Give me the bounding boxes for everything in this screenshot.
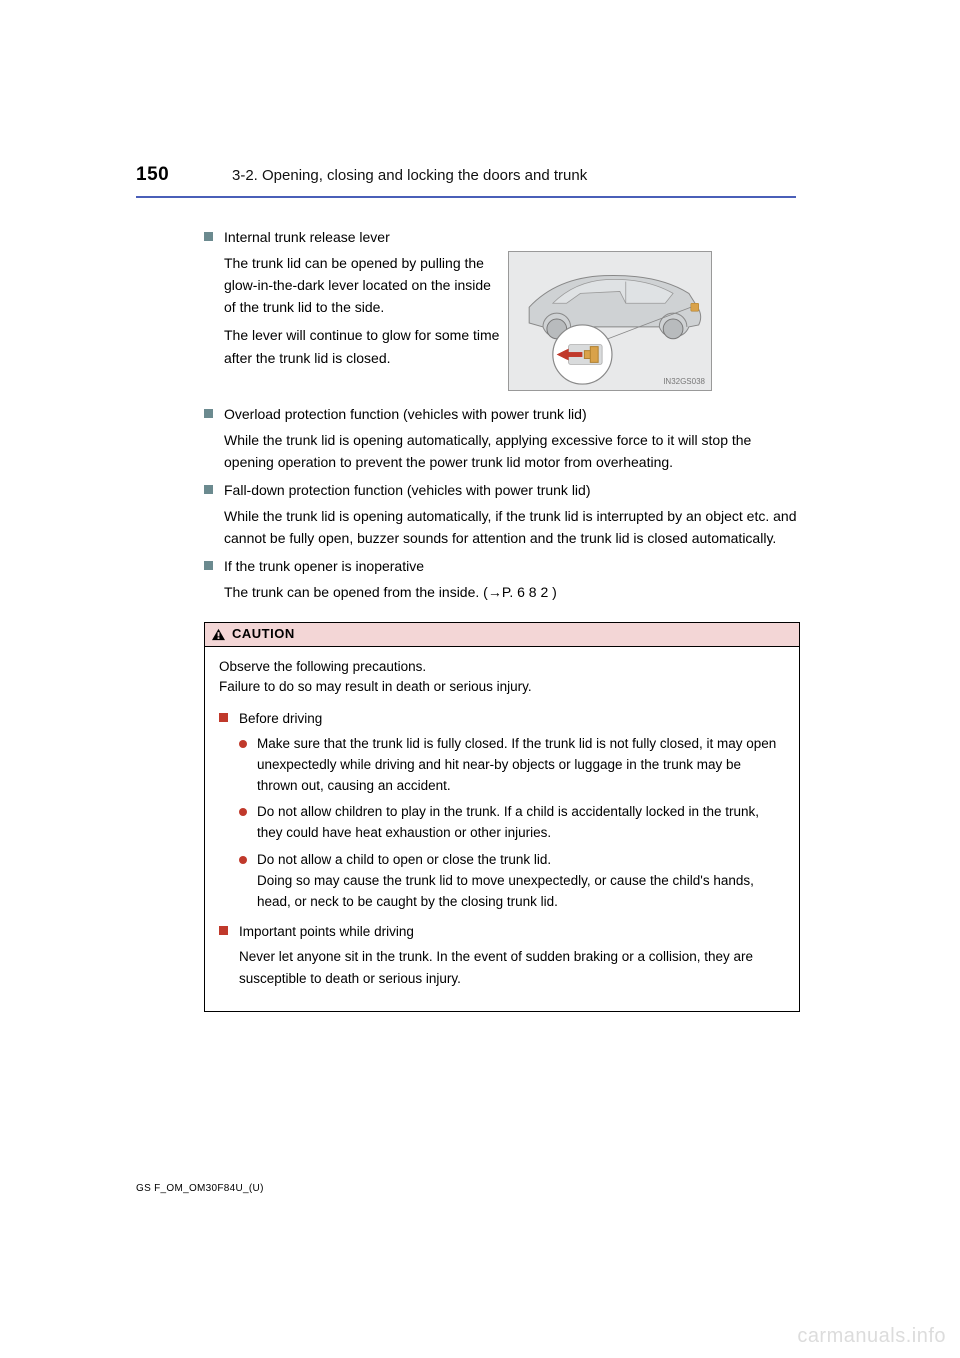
item-fall-down-protection: Fall-down protection function (vehicles … [204,479,800,549]
caution-label: CAUTION [232,624,295,645]
caution-bullet: Make sure that the trunk lid is fully cl… [219,734,785,797]
paragraph: Never let anyone sit in the trunk. In th… [239,946,785,989]
page-number: 150 [136,164,169,186]
paragraph: The trunk can be opened from the inside.… [224,581,800,603]
caution-header: CAUTION [204,622,800,646]
caution-bullet-text: Make sure that the trunk lid is fully cl… [257,734,785,797]
round-bullet-icon [239,808,247,816]
item-body: The trunk can be opened from the inside.… [224,581,800,603]
item-body: The trunk lid can be opened by pulling t… [224,252,504,369]
paragraph: While the trunk lid is opening automatic… [224,429,800,473]
square-bullet-icon [219,926,228,935]
caution-bullet-text: Do not allow children to play in the tru… [257,802,785,844]
manual-page: 150 3-2. Opening, closing and locking th… [0,0,960,1358]
paragraph: While the trunk lid is opening automatic… [224,505,800,549]
caution-section-title: Before driving [239,708,785,729]
caution-section-title: Important points while driving [239,921,785,942]
item-title: If the trunk opener is inoperative [224,555,800,577]
caution-bullet: Do not allow a child to open or close th… [219,850,785,913]
square-bullet-icon [219,713,228,722]
item-body: While the trunk lid is opening automatic… [224,505,800,549]
item-title: Fall-down protection function (vehicles … [224,479,800,501]
round-bullet-icon [239,740,247,748]
square-bullet-icon [204,409,213,418]
spacer [204,375,800,403]
item-trunk-release-lever: Internal trunk release lever The trunk l… [204,226,800,369]
caution-body: Observe the following precautions. Failu… [204,646,800,1013]
caution-section-before-driving: Before driving Make sure that the trunk … [219,708,785,913]
caution-section-while-driving: Important points while driving Never let… [219,921,785,989]
header-rule [136,196,796,198]
square-bullet-icon [204,485,213,494]
caution-section-body: Never let anyone sit in the trunk. In th… [239,946,785,989]
item-title: Overload protection function (vehicles w… [224,403,800,425]
square-bullet-icon [204,561,213,570]
item-title: Internal trunk release lever [224,226,800,248]
item-overload-protection: Overload protection function (vehicles w… [204,403,800,473]
item-trunk-opener-inoperative: If the trunk opener is inoperative The t… [204,555,800,603]
footer-code: GS F_OM_OM30F84U_(U) [136,1183,264,1194]
round-bullet-icon [239,856,247,864]
caution-bullet: Do not allow children to play in the tru… [219,802,785,844]
content-area: Internal trunk release lever The trunk l… [204,226,800,1012]
caution-lead: Observe the following precautions. Failu… [219,657,785,699]
item-body: While the trunk lid is opening automatic… [224,429,800,473]
square-bullet-icon [204,232,213,241]
section-title: 3-2. Opening, closing and locking the do… [232,167,587,184]
watermark: carmanuals.info [797,1325,946,1348]
paragraph: The lever will continue to glow for some… [224,324,504,368]
caution-bullet-text: Do not allow a child to open or close th… [257,850,785,913]
warning-triangle-icon [211,628,226,641]
paragraph: The trunk lid can be opened by pulling t… [224,252,504,318]
